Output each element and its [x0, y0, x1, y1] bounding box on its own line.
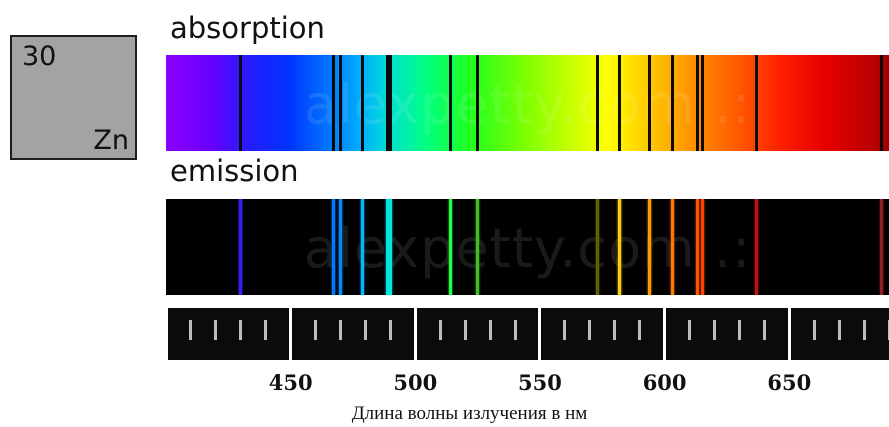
emission-line — [700, 199, 704, 295]
tick-label: 650 — [767, 370, 812, 395]
minor-tick — [688, 320, 692, 340]
minor-tick — [837, 320, 841, 340]
tick-label: 550 — [518, 370, 562, 395]
emission-line — [361, 199, 365, 295]
minor-tick — [388, 320, 392, 340]
absorption-line — [239, 55, 243, 151]
absorption-line — [695, 55, 699, 151]
major-tick — [413, 308, 417, 360]
absorption-line — [476, 55, 480, 151]
absorption-spectrum: alexpetty.com .: — [166, 55, 889, 151]
major-tick — [289, 308, 293, 360]
minor-tick — [463, 320, 467, 340]
tick-label: 600 — [642, 370, 687, 395]
emission-line — [595, 199, 599, 295]
minor-tick — [488, 320, 492, 340]
emission-line — [648, 199, 652, 295]
wavelength-ruler — [166, 308, 889, 360]
absorption-line — [388, 55, 392, 151]
element-tile: 30 Zn — [10, 35, 137, 160]
minor-tick — [812, 320, 816, 340]
minor-tick — [862, 320, 866, 340]
absorption-line — [670, 55, 674, 151]
watermark: alexpetty.com .: — [303, 217, 752, 280]
minor-tick — [563, 320, 567, 340]
minor-tick — [513, 320, 517, 340]
watermark: alexpetty.com .: — [303, 73, 752, 136]
minor-tick — [214, 320, 218, 340]
emission-line — [476, 199, 480, 295]
absorption-line — [700, 55, 704, 151]
emission-spectrum: alexpetty.com .: — [166, 199, 889, 295]
major-tick — [166, 308, 168, 360]
absorption-line — [339, 55, 343, 151]
absorption-line — [755, 55, 759, 151]
emission-line — [618, 199, 622, 295]
minor-tick — [314, 320, 318, 340]
emission-line — [755, 199, 759, 295]
minor-tick — [438, 320, 442, 340]
axis-title: Длина волны излучения в нм — [351, 403, 588, 424]
atomic-number: 30 — [22, 41, 57, 72]
major-tick — [787, 308, 791, 360]
emission-line — [331, 199, 335, 295]
tick-label: 500 — [393, 370, 438, 395]
minor-tick — [638, 320, 642, 340]
tick-label: 450 — [268, 370, 313, 395]
absorption-line — [880, 55, 884, 151]
minor-tick — [887, 320, 889, 340]
minor-tick — [613, 320, 617, 340]
element-symbol: Zn — [93, 125, 129, 156]
emission-line — [880, 199, 884, 295]
minor-tick — [239, 320, 243, 340]
minor-tick — [737, 320, 741, 340]
minor-tick — [264, 320, 268, 340]
emission-line — [239, 199, 243, 295]
emission-line — [695, 199, 699, 295]
absorption-line — [448, 55, 452, 151]
major-tick — [663, 308, 667, 360]
absorption-line — [361, 55, 365, 151]
absorption-label: absorption — [170, 11, 325, 45]
minor-tick — [363, 320, 367, 340]
absorption-line — [386, 55, 390, 151]
minor-tick — [189, 320, 193, 340]
absorption-line — [618, 55, 622, 151]
absorption-line — [595, 55, 599, 151]
minor-tick — [588, 320, 592, 340]
emission-line — [670, 199, 674, 295]
minor-tick — [712, 320, 716, 340]
major-tick — [538, 308, 542, 360]
minor-tick — [762, 320, 766, 340]
emission-line — [388, 199, 392, 295]
absorption-line — [648, 55, 652, 151]
absorption-line — [331, 55, 335, 151]
emission-label: emission — [170, 154, 299, 188]
minor-tick — [339, 320, 343, 340]
emission-line — [339, 199, 343, 295]
emission-line — [448, 199, 452, 295]
emission-line — [386, 199, 390, 295]
